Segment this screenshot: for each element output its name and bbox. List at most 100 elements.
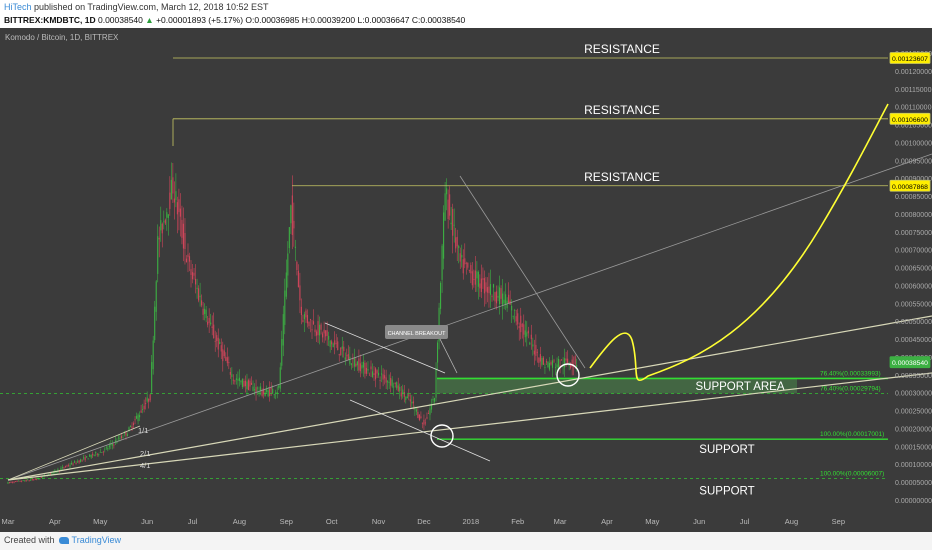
gann-label: 2/1 bbox=[140, 449, 150, 458]
candle-body bbox=[409, 399, 411, 402]
candle-body bbox=[565, 358, 567, 361]
candle-body bbox=[418, 414, 420, 420]
gann-line-low bbox=[7, 372, 932, 481]
candle-body bbox=[305, 310, 307, 318]
candle-body bbox=[170, 179, 172, 200]
candle-body bbox=[338, 354, 340, 356]
candle-body bbox=[190, 269, 192, 275]
gann-label: 1/1 bbox=[138, 426, 148, 435]
candle-body bbox=[175, 191, 177, 201]
candle-body bbox=[316, 331, 318, 336]
candle-body bbox=[576, 365, 578, 367]
candle-body bbox=[51, 472, 53, 475]
candle-body bbox=[520, 315, 522, 333]
candle-body bbox=[225, 356, 227, 361]
candle-body bbox=[220, 345, 222, 352]
candle-body bbox=[99, 451, 101, 453]
candle-body bbox=[288, 227, 290, 249]
candle-body bbox=[128, 427, 130, 431]
candle-body bbox=[185, 258, 188, 263]
candle-body bbox=[542, 357, 544, 365]
candle-body bbox=[149, 394, 151, 401]
change-value: +0.00001893 (+5.17%) bbox=[156, 15, 244, 25]
author-link[interactable]: HiTech bbox=[4, 2, 32, 12]
candle-body bbox=[231, 374, 233, 377]
candle-body bbox=[196, 287, 198, 289]
candle-body bbox=[350, 363, 352, 366]
candle-body bbox=[81, 459, 83, 461]
candle-body bbox=[241, 379, 243, 388]
candle-body bbox=[437, 342, 439, 363]
y-tick-label: 0.00075000 bbox=[895, 230, 932, 237]
tradingview-link[interactable]: TradingView bbox=[71, 535, 122, 545]
candle-body bbox=[571, 359, 573, 367]
candle-body bbox=[157, 236, 159, 274]
candle-body bbox=[210, 322, 212, 325]
candle-body bbox=[247, 380, 250, 390]
y-tick-label: 0.00000000 bbox=[895, 498, 932, 505]
candle-body bbox=[120, 435, 122, 439]
candle-body bbox=[508, 294, 510, 304]
candle-body bbox=[430, 404, 433, 410]
candle-body bbox=[502, 293, 504, 306]
price-tag-text: 0.00123607 bbox=[892, 56, 928, 63]
chart-area[interactable]: Komodo / Bitcoin, 1D, BITTREX RESISTANCE… bbox=[0, 28, 932, 532]
candle-body bbox=[229, 371, 231, 375]
candle-body bbox=[187, 254, 189, 258]
candle-body bbox=[154, 306, 156, 341]
candle-body bbox=[278, 385, 280, 388]
y-tick-label: 0.00105000 bbox=[895, 123, 932, 130]
candle-body bbox=[234, 380, 236, 382]
candle-body bbox=[412, 401, 414, 404]
candle-body bbox=[548, 362, 551, 370]
candle-body bbox=[378, 372, 380, 376]
candle-body bbox=[152, 340, 154, 370]
ohlc-line: BITTREX:KMDBTC, 1D 0.00038540 ▲ +0.00001… bbox=[4, 15, 465, 25]
candle-body bbox=[432, 398, 434, 401]
candle-body bbox=[394, 382, 396, 384]
support-label: SUPPORT bbox=[699, 444, 754, 456]
candle-body bbox=[217, 337, 219, 350]
y-tick-label: 0.00045000 bbox=[895, 337, 932, 344]
callout-pointer bbox=[439, 338, 458, 374]
candle-body bbox=[83, 457, 85, 459]
candle-body bbox=[36, 479, 38, 481]
candle-body bbox=[417, 411, 419, 418]
y-tick-label: 0.00030000 bbox=[895, 391, 932, 398]
candle-body bbox=[452, 208, 454, 236]
candle-body bbox=[8, 482, 11, 484]
candle-body bbox=[151, 362, 153, 393]
gann-label: 4/1 bbox=[140, 461, 150, 470]
candle-body bbox=[235, 378, 237, 380]
candle-body bbox=[535, 344, 537, 356]
candle-body bbox=[343, 346, 345, 351]
candle-body bbox=[317, 321, 319, 336]
candle-body bbox=[403, 391, 405, 397]
candle-body bbox=[379, 380, 381, 382]
candle-body bbox=[544, 367, 546, 368]
candle-body bbox=[455, 237, 457, 249]
candle-body bbox=[148, 399, 150, 402]
candle-body bbox=[355, 363, 357, 367]
candle-body bbox=[136, 416, 138, 419]
candle-body bbox=[533, 350, 535, 355]
x-axis: Mar Apr May Jun Jul Aug Sep Oct Nov Dec 2018 Feb Mar… bbox=[2, 517, 846, 526]
candle-body bbox=[550, 362, 552, 365]
candle-body bbox=[314, 329, 316, 333]
candle-body bbox=[113, 444, 115, 446]
descending-trendline bbox=[459, 175, 586, 369]
candle-body bbox=[397, 385, 399, 391]
candle-body bbox=[299, 285, 301, 301]
candle-body bbox=[96, 453, 98, 455]
candle-body bbox=[384, 375, 386, 379]
candle-body bbox=[559, 365, 561, 367]
price-tag bbox=[889, 356, 931, 369]
candle-body bbox=[385, 377, 387, 383]
y-tick-label: 0.00035000 bbox=[895, 373, 932, 380]
candle-body bbox=[391, 379, 393, 387]
candle-body bbox=[574, 356, 576, 365]
candle-body bbox=[503, 299, 505, 304]
candle-body bbox=[243, 380, 245, 387]
candle-body bbox=[539, 354, 541, 362]
candle-body bbox=[320, 324, 322, 330]
